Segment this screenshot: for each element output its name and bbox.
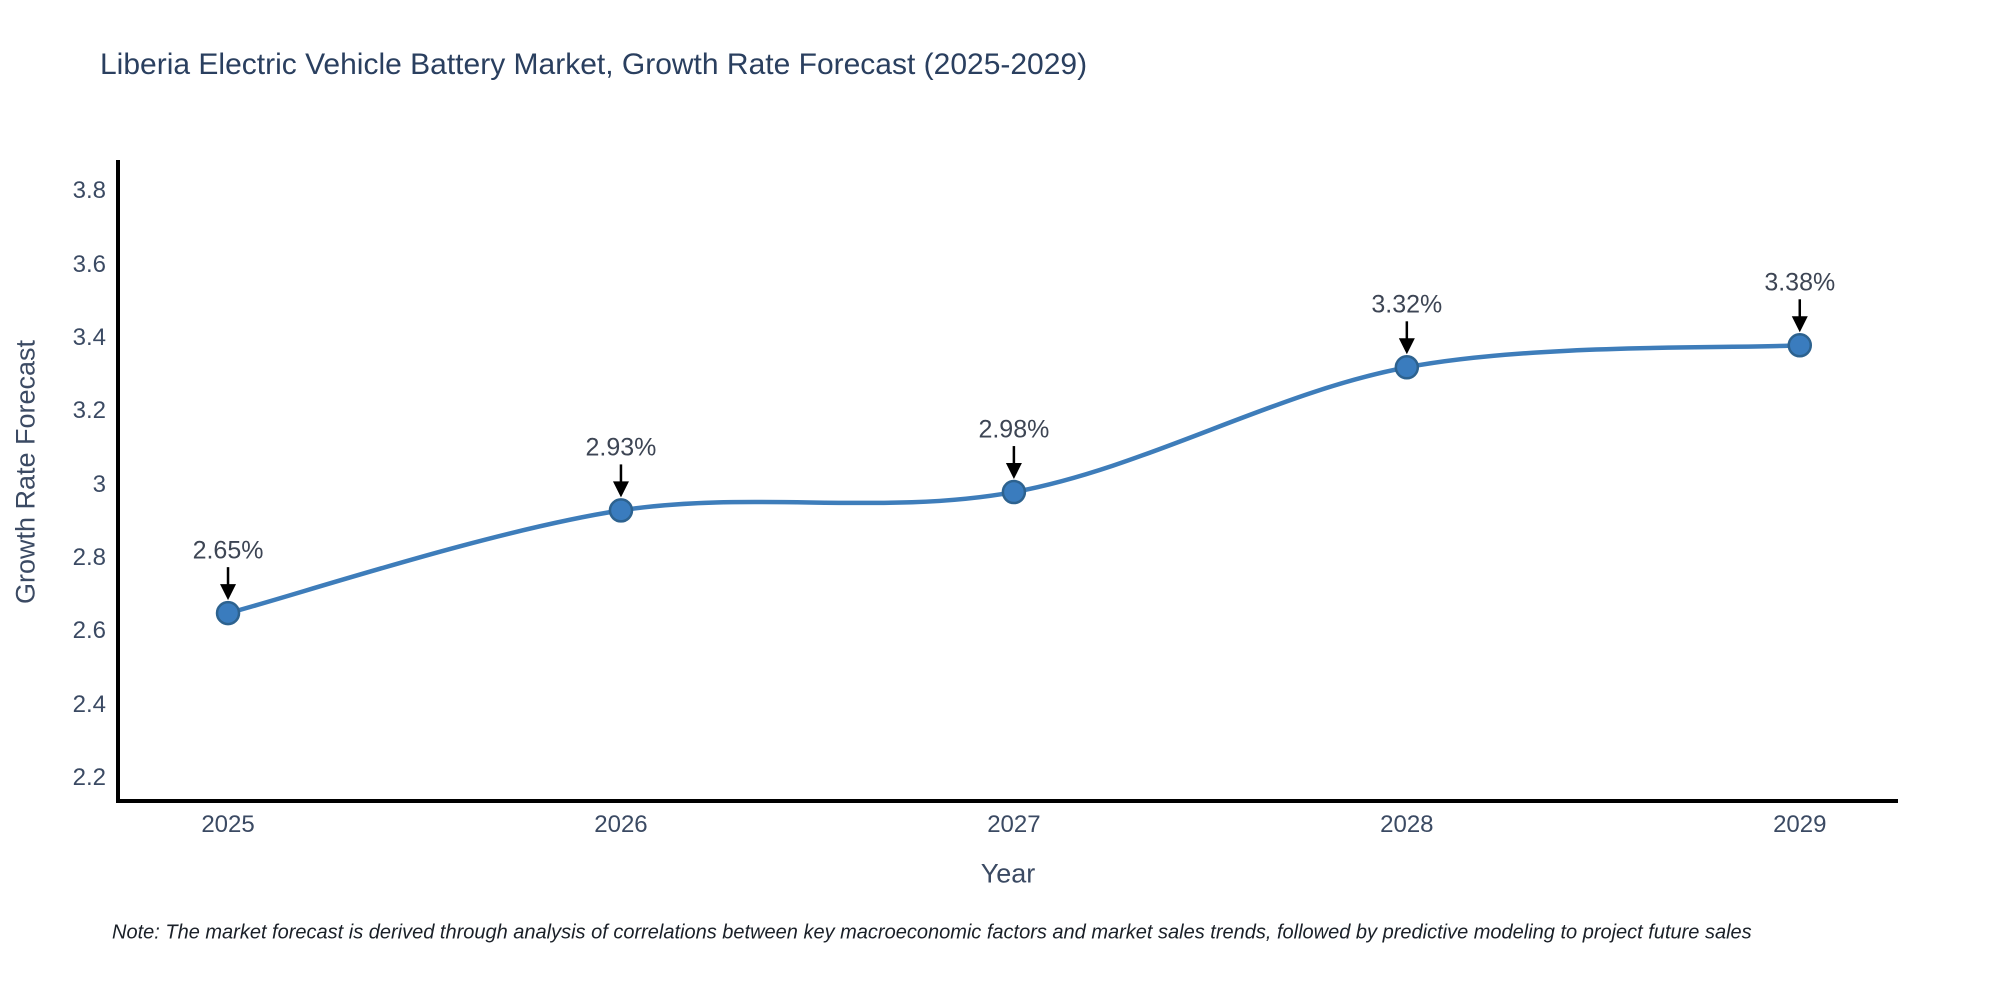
annotation-arrowhead xyxy=(1791,316,1808,333)
x-tick-label: 2026 xyxy=(594,811,648,838)
x-tick-label: 2025 xyxy=(201,811,255,838)
data-point-label: 2.98% xyxy=(978,415,1050,444)
data-point-marker[interactable] xyxy=(1001,479,1027,505)
annotation-arrowhead xyxy=(1005,463,1022,480)
x-tick-label: 2028 xyxy=(1380,811,1434,838)
y-tick-label: 3.6 xyxy=(72,250,106,278)
y-tick-label: 3.4 xyxy=(72,323,106,351)
forecast-line xyxy=(225,343,1803,616)
x-axis-title: Year xyxy=(980,858,1036,889)
data-point-marker[interactable] xyxy=(1394,355,1420,380)
y-tick-label: 2.4 xyxy=(72,690,106,718)
data-point-marker[interactable] xyxy=(1787,333,1813,358)
annotation-arrowhead xyxy=(220,584,237,601)
annotation-arrowhead xyxy=(612,481,629,498)
data-point-label: 2.65% xyxy=(192,536,264,565)
y-tick-label: 2.2 xyxy=(72,764,106,792)
x-tick-label: 2027 xyxy=(987,811,1041,838)
y-tick-label: 3.2 xyxy=(72,397,106,425)
data-point-label: 3.38% xyxy=(1764,268,1836,297)
data-point-label: 3.32% xyxy=(1371,290,1443,319)
annotation-arrowhead xyxy=(1398,338,1415,355)
data-point-marker[interactable] xyxy=(215,600,241,626)
y-tick-label: 3 xyxy=(92,470,106,498)
y-tick-label: 3.8 xyxy=(72,177,106,205)
x-tick-label: 2029 xyxy=(1773,811,1827,838)
footnote: Note: The market forecast is derived thr… xyxy=(112,921,1752,944)
chart-title: Liberia Electric Vehicle Battery Market,… xyxy=(100,48,1088,81)
axis-lines xyxy=(116,160,1898,803)
data-point-label: 2.93% xyxy=(585,433,657,462)
y-tick-label: 2.8 xyxy=(72,544,106,572)
data-point-marker[interactable] xyxy=(608,498,634,523)
y-tick-label: 2.6 xyxy=(72,617,106,645)
